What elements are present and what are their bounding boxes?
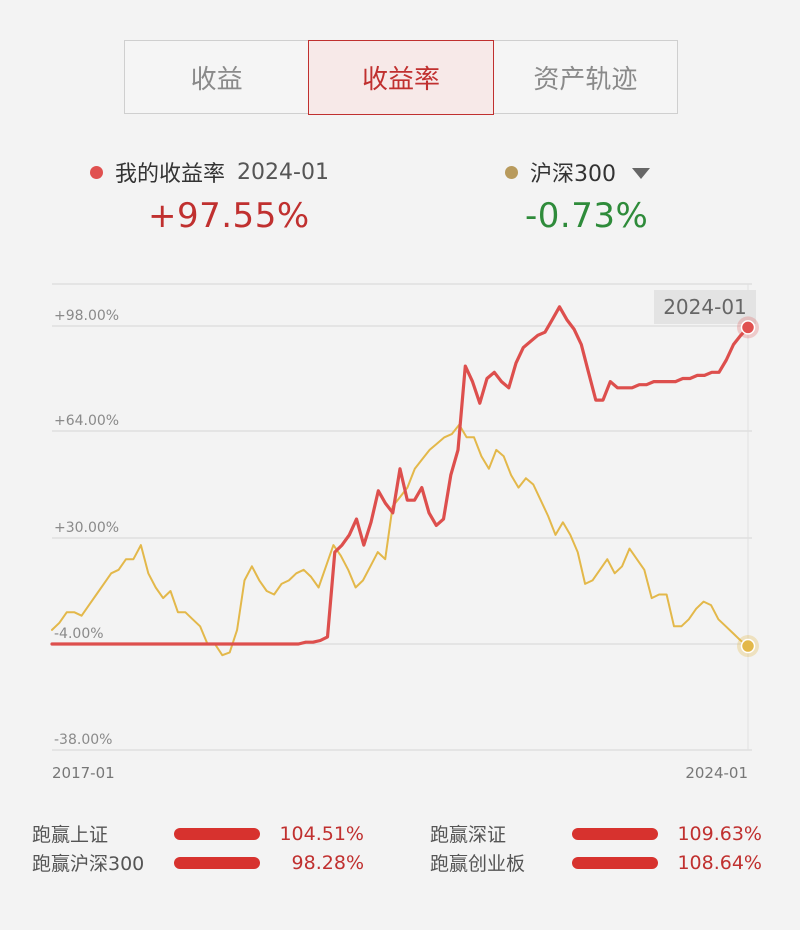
beat-bar bbox=[174, 827, 260, 840]
beat-hs300: 跑赢沪深300 98.28% bbox=[32, 849, 364, 876]
y-tick-label: +30.00% bbox=[54, 520, 119, 536]
beat-bar bbox=[572, 827, 658, 840]
y-tick-label: -4.00% bbox=[54, 626, 104, 642]
series-line-mine bbox=[50, 305, 750, 646]
beat-value: 108.64% bbox=[677, 851, 762, 874]
segment-tabs: 收益 收益率 资产轨迹 bbox=[124, 39, 678, 115]
mine-value: +97.55% bbox=[148, 196, 310, 236]
legend-mine: 我的收益率 2024-01 bbox=[90, 156, 329, 188]
beat-value: 109.63% bbox=[677, 822, 762, 845]
dropdown-triangle-icon[interactable] bbox=[632, 167, 650, 179]
beat-label: 跑赢上证 bbox=[32, 824, 109, 846]
beat-shanghai: 跑赢上证 104.51% bbox=[32, 820, 364, 847]
index-dot-icon bbox=[505, 165, 518, 179]
beat-bar bbox=[174, 856, 260, 869]
tab-asset-track[interactable]: 资产轨迹 bbox=[533, 64, 638, 95]
end-markers: 2024-01 bbox=[654, 290, 759, 658]
beat-label: 跑赢深证 bbox=[430, 824, 507, 846]
x-start-label: 2017-01 bbox=[52, 764, 115, 782]
return-chart: +98.00% +64.00% +30.00% -4.00% -38.00% 2024-… bbox=[50, 283, 759, 782]
x-end-label: 2024-01 bbox=[685, 764, 748, 782]
mine-dot-icon bbox=[90, 165, 103, 179]
grid bbox=[52, 283, 752, 751]
index-value: -0.73% bbox=[525, 196, 649, 236]
legend-index-label: 沪深300 bbox=[530, 162, 616, 187]
series-line-index bbox=[51, 423, 749, 657]
highlight-box-bg bbox=[654, 290, 756, 324]
y-tick-label: +98.00% bbox=[54, 308, 119, 324]
beat-value: 98.28% bbox=[291, 851, 364, 874]
index-end-point bbox=[740, 638, 756, 654]
beat-bar bbox=[572, 856, 658, 869]
beat-label: 跑赢创业板 bbox=[430, 853, 526, 875]
x-tick-labels: 2017-01 2024-01 bbox=[52, 764, 748, 782]
tab-return-rate[interactable]: 收益率 bbox=[308, 39, 494, 115]
legend-mine-date: 2024-01 bbox=[237, 159, 329, 185]
series-lines bbox=[50, 305, 750, 657]
y-tick-label: -38.00% bbox=[54, 732, 112, 748]
beat-chinext: 跑赢创业板 108.64% bbox=[430, 849, 762, 876]
beat-label: 跑赢沪深300 bbox=[32, 853, 145, 875]
highlight-date-label: 2024-01 bbox=[663, 295, 747, 319]
tab-income[interactable]: 收益 bbox=[190, 64, 243, 95]
legend-index[interactable]: 沪深300 bbox=[505, 156, 650, 188]
beat-value: 104.51% bbox=[279, 822, 364, 845]
mine-end-point bbox=[740, 320, 756, 335]
beat-shenzhen: 跑赢深证 109.63% bbox=[430, 820, 762, 847]
legend-mine-label: 我的收益率 bbox=[115, 162, 226, 187]
highlight-date-box: 2024-01 bbox=[654, 290, 756, 324]
y-tick-labels: +98.00% +64.00% +30.00% -4.00% -38.00% bbox=[54, 308, 119, 748]
y-tick-label: +64.00% bbox=[54, 413, 119, 429]
